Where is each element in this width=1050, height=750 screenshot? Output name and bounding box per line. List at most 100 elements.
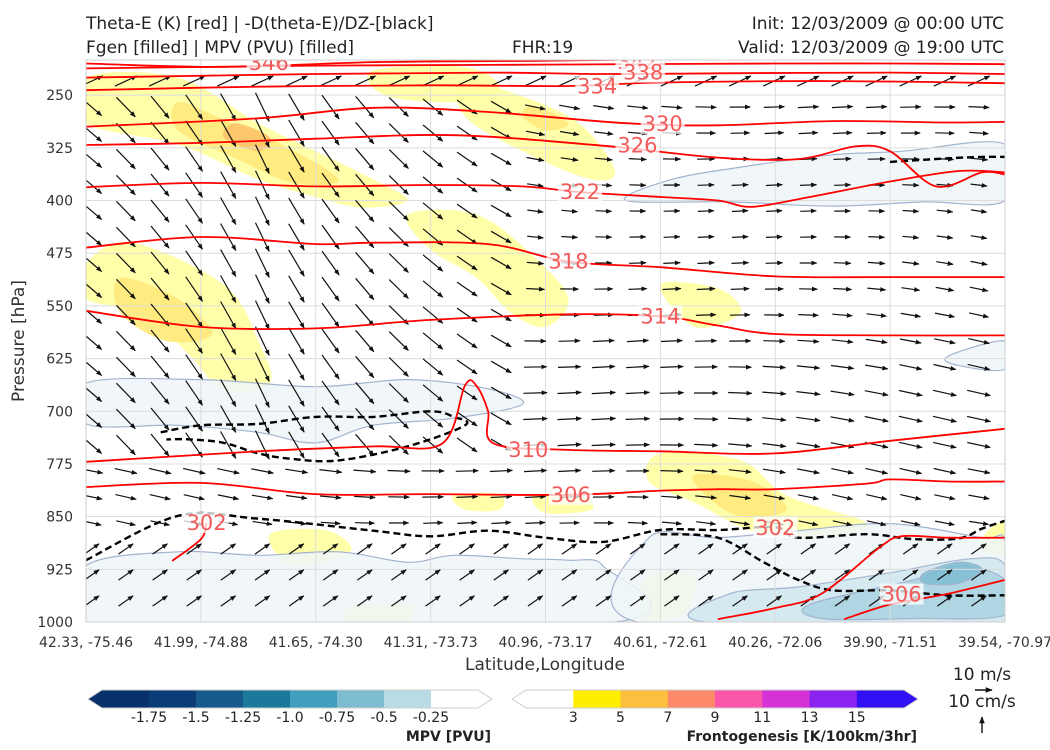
wind-vector [422,124,444,142]
wind-vector [220,327,237,356]
theta-e-line [86,309,1005,337]
wind-vector [626,338,649,344]
wind-vector [388,123,409,143]
wind-vector [115,494,137,501]
wind-vector [626,364,650,370]
wind-vector [899,364,923,371]
wind-vector [766,595,782,607]
wind-vector [899,467,923,475]
wind-vector [115,148,136,170]
wind-vector [321,354,340,380]
wind-vector [148,467,172,475]
wind-vector [355,199,375,223]
wind-vector [86,153,103,168]
wind-vector [830,390,855,397]
wind-vector [254,92,270,122]
wind-vector [86,387,103,402]
wind-vector [729,494,752,501]
wind-vector [391,569,407,581]
dthetae-dz-line [86,511,1005,562]
wind-vector [321,198,340,224]
wind-vector [629,543,646,555]
wind-vector [456,359,478,375]
wind-vector [353,468,377,474]
wind-vector [527,183,544,188]
x-tick-label: 39.54, -70.97 [958,635,1050,651]
wind-vector [796,416,821,423]
mpv-colorbar-swatch [102,690,150,708]
wind-vector [115,226,136,248]
wind-vector [728,390,753,396]
wind-vector [355,381,375,405]
wind-vector [971,569,987,581]
wind-vector [561,569,578,581]
wind-vector [664,595,680,607]
wind-vector [698,595,714,607]
wind-vector [388,201,409,221]
wind-vector [288,223,305,251]
wind-vector [661,494,683,500]
wind-vector [663,260,681,266]
wind-vector [456,307,478,323]
wind-vector [625,416,651,422]
wind-vector [595,569,612,581]
mpv-colorbar-swatch [149,690,197,708]
wind-vector [561,543,578,555]
wind-vector [321,302,340,328]
wind-key: 10 m/s 10 cm/s [948,665,1016,733]
fgen-colorbar-left-cap [512,690,526,708]
wind-vector [321,250,340,276]
wind-vector [459,595,475,607]
x-tick-label: 40.96, -73.17 [498,635,592,651]
wind-vector [493,543,509,555]
y-tick-label: 925 [46,562,73,578]
wind-vector [661,520,683,526]
wind-vector [422,150,444,168]
wind-vector [830,416,855,423]
wind-vector [319,75,342,87]
wind-vector [697,208,715,214]
wind-vector [86,521,102,527]
wind-vector [355,225,375,249]
mpv-colorbar-swatch [384,690,432,708]
wind-vector [865,364,889,371]
wind-vector [217,75,240,87]
wind-vector [970,209,988,214]
wind-vector [490,308,512,322]
wind-vector [388,409,409,429]
wind-vector [152,569,168,581]
wind-vector [867,286,887,292]
wind-vector [115,382,136,404]
theta-e-line [86,134,1005,188]
wind-vector [592,468,616,474]
theta-e-label-bg [640,112,685,134]
wind-vector [730,130,751,136]
wind-vector [254,569,271,581]
wind-vector [490,412,512,426]
wind-vector [86,205,103,220]
wind-vector [800,543,817,555]
valid-time: Valid: 12/03/2009 @ 19:00 UTC [738,38,1004,58]
wind-vector [456,333,478,349]
wind-vector [150,121,170,145]
wind-vector [697,260,715,266]
wind-vector [185,380,203,406]
wind-vector [936,569,953,581]
wind-vector [186,595,202,607]
wind-vector [422,98,444,116]
wind-vector [185,94,203,120]
wind-vector [149,494,171,501]
wind-vector [697,234,715,240]
wind-vector [322,595,339,607]
wind-vector [456,203,478,219]
wind-vector [527,209,544,214]
theta-e-label: 326 [617,134,657,158]
wind-vector [288,353,305,381]
wind-vector [664,543,680,555]
wind-vector [388,357,409,377]
wind-vector [422,384,444,402]
wind-vector [388,383,409,403]
wind-vector [356,543,373,555]
wind-vector [730,520,751,527]
wind-vector [933,467,957,475]
